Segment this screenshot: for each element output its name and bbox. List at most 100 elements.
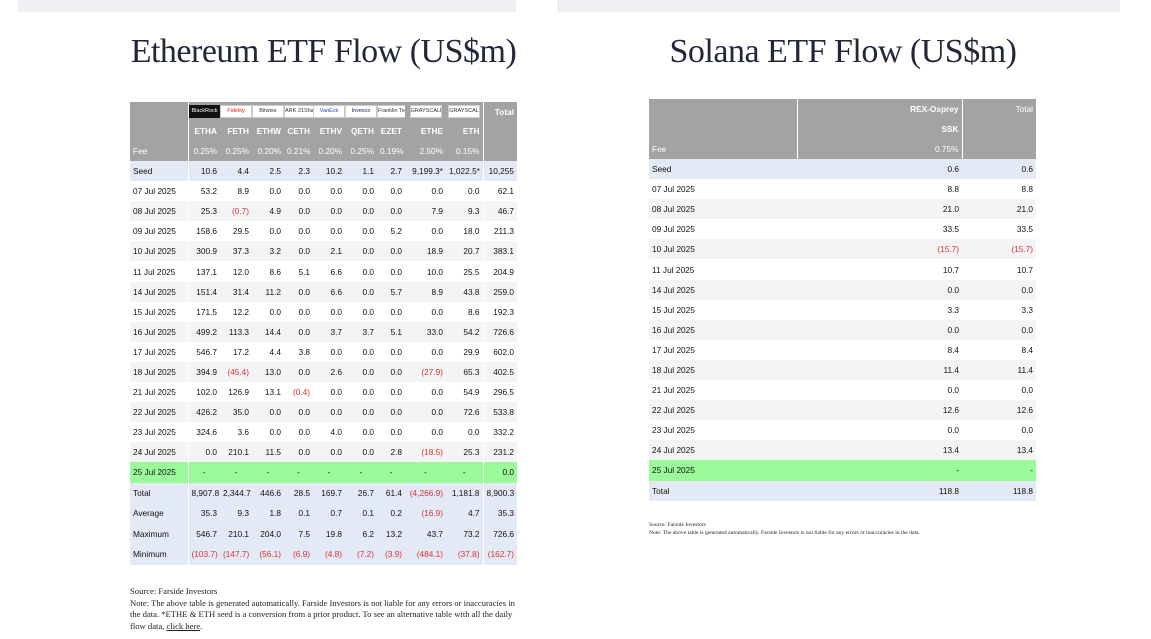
table-row: Minimum (103.7) (147.7) (56.1) (6.9) (4.8) (7.… [130, 544, 517, 565]
table-row: 18 Jul 2025 11.4 11.4 [649, 359, 1036, 381]
eth-footnote: Source: Farside Investors Note: The abov… [130, 586, 518, 632]
ticker-header: SSK [796, 119, 962, 139]
flow-value: (27.9) [405, 361, 446, 383]
fee-value: 0.19% [377, 141, 405, 161]
row-date: 18 Jul 2025 [649, 359, 797, 381]
flow-value: - [284, 462, 313, 483]
flow-value: 43.8 [446, 281, 483, 302]
flow-value: (484.1) [405, 544, 446, 565]
eth-fee-row: Fee 0.25% 0.25% 0.20% 0.21% 0.20% 0.25% 0.19% 2.… [130, 141, 517, 161]
row-total: 13.4 [962, 440, 1036, 461]
flow-value: 102.0 [188, 382, 220, 403]
ticker-header: ETH [446, 121, 483, 141]
table-row: 22 Jul 2025 426.2 35.0 0.0 0.0 0.0 0.0 0.0 0.0 72… [130, 402, 517, 423]
alternative-table-link[interactable]: click here [166, 620, 201, 631]
row-date: 09 Jul 2025 [649, 219, 797, 240]
flow-value: (3.9) [377, 544, 405, 565]
flow-value: 0.0 [284, 361, 313, 383]
table-row: 17 Jul 2025 546.7 17.2 4.4 3.8 0.0 0.0 0.0 0.0 29… [130, 341, 517, 362]
flow-value: 0.0 [345, 382, 377, 403]
row-total: 204.9 [482, 261, 517, 282]
flow-value: 0.0 [252, 221, 284, 242]
flow-value: 0.0 [797, 420, 962, 441]
flow-value: 0.0 [313, 201, 345, 222]
flow-value: 210.1 [220, 442, 252, 463]
table-row: 14 Jul 2025 0.0 0.0 [649, 279, 1036, 300]
flow-value: 13.0 [252, 361, 284, 383]
flow-value: 6.6 [313, 281, 345, 302]
flow-value: 4.7 [446, 503, 483, 524]
flow-value: 8.9 [405, 281, 446, 302]
flow-value: 53.2 [188, 181, 220, 202]
ticker-header: ETHE [405, 121, 446, 141]
row-date: 25 Jul 2025 [130, 462, 189, 483]
row-date: 16 Jul 2025 [130, 321, 189, 342]
row-total: 46.7 [482, 201, 517, 222]
flow-value: 2.8 [377, 442, 405, 463]
issuer-logo-cell: BlackRock [188, 102, 220, 121]
row-total: 211.3 [482, 221, 517, 242]
ticker-header: ETHV [313, 121, 345, 141]
row-date: 17 Jul 2025 [649, 339, 797, 360]
row-date: 09 Jul 2025 [130, 221, 189, 242]
fee-label: Fee [130, 141, 189, 161]
flow-value: 35.3 [188, 503, 220, 524]
row-total: 62.1 [482, 181, 517, 202]
row-total: 8.8 [962, 179, 1036, 200]
flow-value: 35.0 [220, 402, 252, 423]
flow-value: 8.8 [797, 179, 962, 200]
flow-value: - [377, 462, 405, 483]
flow-value: 0.0 [313, 221, 345, 242]
flow-value: 4.4 [252, 341, 284, 362]
flow-value: 204.0 [252, 523, 284, 544]
flow-value: 0.0 [405, 221, 446, 242]
flow-value: 171.5 [188, 301, 220, 322]
flow-value: (56.1) [252, 544, 284, 565]
flow-value: 7.9 [405, 201, 446, 222]
flow-value: 126.9 [220, 382, 252, 403]
row-date: 22 Jul 2025 [649, 400, 797, 421]
issuer-logo-icon: Invesco [345, 105, 377, 118]
flow-value: 0.6 [797, 159, 962, 180]
flow-value: 0.0 [284, 181, 313, 202]
flow-value: 8.4 [797, 339, 962, 360]
flow-value: 0.0 [405, 402, 446, 423]
flow-value: 13.1 [252, 382, 284, 403]
blank-cell [961, 139, 1036, 159]
flow-value: 73.2 [446, 523, 483, 544]
row-date: 14 Jul 2025 [649, 279, 797, 300]
flow-value: 0.0 [284, 301, 313, 322]
flow-value: 13.2 [377, 523, 405, 544]
issuer-logo-cell: GRAYSCALE [446, 102, 483, 121]
table-row: 08 Jul 2025 25.3 (0.7) 4.9 0.0 0.0 0.0 0.0 7.9 9.… [130, 201, 517, 222]
flow-value: (15.7) [797, 239, 962, 260]
ticker-header: FETH [220, 121, 252, 141]
table-row: 15 Jul 2025 171.5 12.2 0.0 0.0 0.0 0.0 0.0 0.0 8.… [130, 301, 517, 322]
top-bar-right [557, 0, 1120, 12]
sol-fee-row: Fee 0.75% [649, 139, 1036, 159]
flow-value: (4,266.9) [405, 482, 446, 503]
total-header: Total [482, 102, 517, 121]
flow-value: - [446, 462, 483, 483]
fee-value: 0.15% [446, 141, 483, 161]
flow-value: 0.0 [313, 402, 345, 423]
fee-label: Fee [649, 139, 797, 159]
flow-value: 2.7 [377, 161, 405, 182]
fee-value: 0.21% [284, 141, 313, 161]
issuer-logo-cell: Invesco [345, 102, 377, 121]
ticker-header: EZET [377, 121, 405, 141]
flow-value: - [797, 460, 962, 481]
row-date: 15 Jul 2025 [649, 299, 797, 320]
table-row: 08 Jul 2025 21.0 21.0 [649, 199, 1036, 220]
flow-value: 0.0 [252, 301, 284, 322]
row-date: 18 Jul 2025 [130, 361, 189, 383]
flow-value: 546.7 [188, 341, 220, 362]
table-row: 09 Jul 2025 158.6 29.5 0.0 0.0 0.0 0.0 5.2 0.0 18… [130, 221, 517, 242]
row-date: 23 Jul 2025 [130, 422, 189, 443]
table-row: 15 Jul 2025 3.3 3.3 [649, 299, 1036, 320]
row-total: (15.7) [962, 239, 1036, 260]
sol-table-title: Solana ETF Flow (US$m) [669, 33, 1017, 70]
flow-value: 546.7 [188, 523, 220, 544]
blank-cell [961, 119, 1036, 139]
